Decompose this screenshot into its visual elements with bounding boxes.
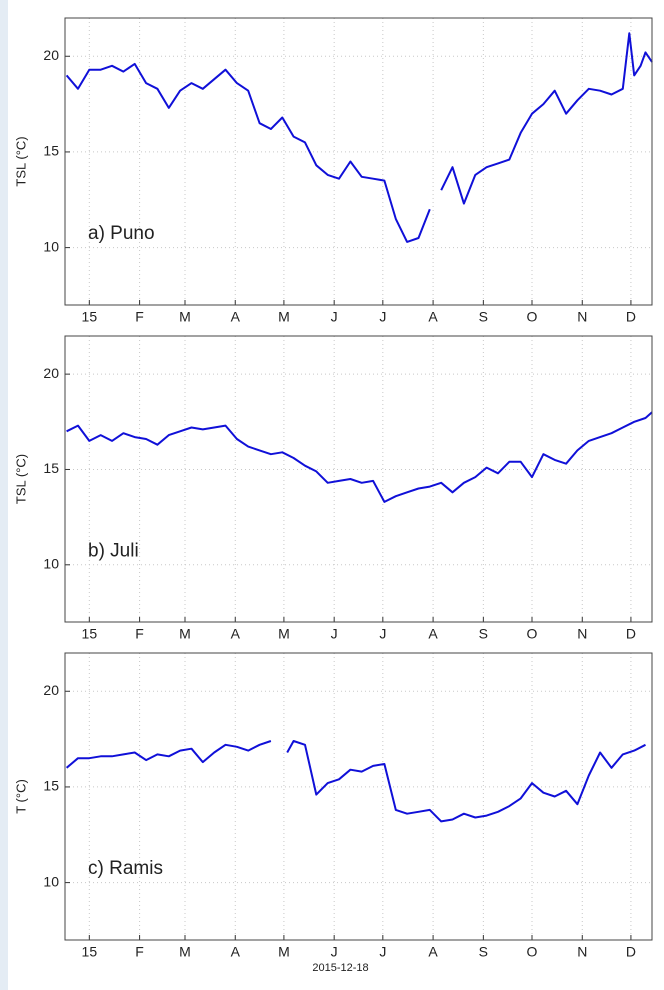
y-tick-label: 15 — [43, 778, 59, 794]
x-tick-label: O — [527, 626, 538, 642]
axes-frame — [64, 335, 653, 623]
x-tick-label: S — [479, 626, 488, 642]
y-tick-label: 10 — [43, 873, 59, 889]
y-tick-label: 20 — [43, 47, 59, 63]
y-axis-label: TSL (°C) — [13, 136, 28, 186]
data-line — [65, 32, 653, 243]
x-tick-label: F — [135, 309, 144, 325]
x-tick-label: 15 — [82, 944, 98, 960]
x-tick-label: D — [626, 944, 636, 960]
x-tick-label: A — [231, 944, 241, 960]
x-tick-label: A — [428, 309, 438, 325]
plot-area — [65, 336, 652, 622]
data-line — [65, 740, 646, 823]
y-tick-label: 10 — [43, 238, 59, 254]
data-line — [66, 411, 653, 503]
axes-frame — [64, 652, 653, 941]
x-tick-label: M — [278, 944, 290, 960]
x-tick-label: D — [626, 626, 636, 642]
x-tick-label: J — [331, 309, 338, 325]
x-tick-label: A — [231, 626, 241, 642]
y-axis-label: TSL (°C) — [13, 454, 28, 504]
x-tick-label: J — [379, 944, 386, 960]
x-tick-label: J — [331, 626, 338, 642]
annotation: b) Juli — [88, 540, 139, 561]
y-tick-label: 15 — [43, 460, 59, 476]
x-tick-label: S — [479, 309, 488, 325]
plot-area — [65, 18, 652, 305]
x-tick-label: F — [135, 626, 144, 642]
y-tick-label: 15 — [43, 143, 59, 159]
x-tick-label: N — [577, 944, 587, 960]
x-tick-label: O — [527, 309, 538, 325]
x-tick-label: J — [331, 944, 338, 960]
x-tick-label: A — [428, 944, 438, 960]
x-tick-label: M — [179, 626, 191, 642]
x-tick-label: M — [278, 309, 290, 325]
x-tick-label: N — [577, 309, 587, 325]
x-tick-label: M — [278, 626, 290, 642]
x-tick-label: A — [428, 626, 438, 642]
x-tick-label: M — [179, 309, 191, 325]
x-tick-label: S — [479, 944, 488, 960]
y-tick-label: 20 — [43, 682, 59, 698]
axes-frame — [64, 17, 653, 306]
x-tick-label: O — [527, 944, 538, 960]
plot-area — [65, 653, 652, 940]
x-tick-label: 15 — [82, 309, 98, 325]
x-tick-label: 15 — [82, 626, 98, 642]
x-tick-label: J — [379, 309, 386, 325]
x-tick-label: D — [626, 309, 636, 325]
x-tick-label: N — [577, 626, 587, 642]
y-tick-label: 20 — [43, 365, 59, 381]
x-axis-label: 2015-12-18 — [312, 962, 368, 974]
x-tick-label: J — [379, 626, 386, 642]
x-tick-label: A — [231, 309, 241, 325]
y-axis-label: T (°C) — [13, 779, 28, 814]
x-tick-label: M — [179, 944, 191, 960]
x-tick-label: F — [135, 944, 144, 960]
y-tick-label: 10 — [43, 556, 59, 572]
annotation: a) Puno — [88, 223, 155, 244]
annotation: c) Ramis — [88, 858, 163, 879]
